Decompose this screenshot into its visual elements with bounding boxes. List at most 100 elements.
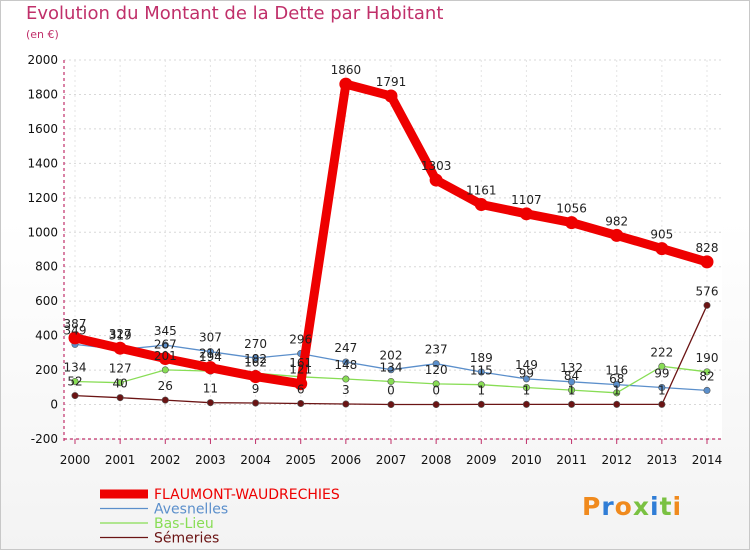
x-tick-label: 2002 — [150, 453, 181, 467]
data-point — [703, 386, 711, 394]
data-label: 1 — [568, 383, 576, 397]
y-tick-label: 0 — [50, 398, 58, 412]
x-tick-label: 2013 — [647, 453, 678, 467]
logo-letter: o — [614, 492, 633, 521]
data-label: 1 — [658, 383, 666, 397]
data-label: 127 — [109, 362, 132, 376]
data-label: 201 — [154, 349, 177, 363]
logo-letter: r — [601, 492, 615, 521]
data-label: 307 — [199, 331, 222, 345]
data-label: 1056 — [556, 202, 587, 216]
data-label: 121 — [289, 363, 312, 377]
data-point — [252, 354, 260, 362]
y-tick-label: 1800 — [27, 87, 58, 101]
data-label: 270 — [244, 337, 267, 351]
data-point — [522, 383, 530, 391]
y-tick-label: 2000 — [27, 53, 58, 67]
x-tick-label: 2012 — [601, 453, 632, 467]
data-label: 84 — [564, 369, 579, 383]
data-label: 189 — [470, 351, 493, 365]
x-tick-label: 2014 — [692, 453, 723, 467]
data-label: 132 — [560, 361, 583, 375]
data-point — [116, 379, 124, 387]
data-label: 345 — [154, 324, 177, 338]
series-line-flaumont-waudrechies — [70, 333, 306, 389]
data-label: 247 — [334, 341, 357, 355]
data-point — [477, 368, 485, 376]
data-label: 68 — [609, 372, 624, 386]
data-label: 190 — [696, 351, 719, 365]
data-point — [387, 401, 395, 409]
data-label: 26 — [158, 379, 173, 393]
data-point — [522, 400, 530, 408]
y-tick-label: 1600 — [27, 122, 58, 136]
data-label: 905 — [650, 228, 673, 242]
logo-letter: t — [659, 492, 673, 521]
data-point — [116, 394, 124, 402]
data-label: 0 — [387, 384, 395, 398]
data-label: 162 — [244, 356, 267, 370]
x-tick-label: 2007 — [376, 453, 407, 467]
data-point — [522, 375, 530, 383]
data-point — [161, 396, 169, 404]
data-label: 40 — [113, 377, 128, 391]
data-label: 202 — [380, 349, 403, 363]
y-tick-label: 1000 — [27, 225, 58, 239]
legend-label: Avesnelles — [154, 502, 228, 518]
y-tick-label: 1400 — [27, 156, 58, 170]
data-point — [206, 399, 214, 407]
data-point — [658, 383, 666, 391]
data-label: 349 — [64, 323, 87, 337]
data-point — [703, 368, 711, 376]
y-tick-label: 800 — [35, 260, 58, 274]
data-point — [384, 89, 398, 103]
data-label: 828 — [696, 241, 719, 255]
proxiti-logo: Proxiti — [582, 492, 682, 521]
data-label: 222 — [650, 345, 673, 359]
data-point — [342, 358, 350, 366]
logo-letter: i — [672, 492, 683, 521]
logo-letter: P — [582, 492, 602, 521]
x-tick-label: 2005 — [285, 453, 316, 467]
data-point — [161, 366, 169, 374]
data-label: 82 — [699, 369, 714, 383]
data-label: 576 — [696, 284, 719, 298]
data-label: 1860 — [331, 63, 362, 77]
chart-title: Evolution du Montant de la Dette par Hab… — [26, 3, 444, 24]
x-tick-label: 2010 — [511, 453, 542, 467]
data-point — [252, 399, 260, 407]
data-point — [429, 173, 443, 187]
data-label: 11 — [203, 382, 218, 396]
data-label: 1161 — [466, 184, 497, 198]
data-point — [658, 400, 666, 408]
data-label: 1 — [477, 383, 485, 397]
y-tick-label: -200 — [31, 432, 58, 446]
data-point — [613, 381, 621, 389]
data-point — [339, 77, 353, 91]
data-point — [658, 362, 666, 370]
data-label: 327 — [109, 327, 132, 341]
data-label: 982 — [605, 214, 628, 228]
data-label: 116 — [605, 364, 628, 378]
x-tick-label: 2011 — [556, 453, 587, 467]
data-point — [474, 198, 488, 212]
data-label: 267 — [154, 338, 177, 352]
data-point — [613, 400, 621, 408]
data-label: 99 — [519, 366, 534, 380]
x-tick-label: 2009 — [466, 453, 497, 467]
data-point — [565, 216, 579, 230]
data-label: 148 — [334, 358, 357, 372]
y-tick-label: 600 — [35, 294, 58, 308]
data-point — [568, 386, 576, 394]
data-point — [432, 401, 440, 409]
legend-label: FLAUMONT-WAUDRECHIES — [154, 487, 340, 503]
y-tick-label: 200 — [35, 363, 58, 377]
x-tick-label: 2008 — [421, 453, 452, 467]
data-label: 0 — [432, 384, 440, 398]
plot-area — [64, 60, 722, 439]
legend-label: Bas-Lieu — [154, 516, 214, 532]
data-label: 237 — [425, 343, 448, 357]
data-label: 1791 — [376, 75, 407, 89]
data-label: 1303 — [421, 159, 452, 173]
data-point — [249, 370, 263, 384]
